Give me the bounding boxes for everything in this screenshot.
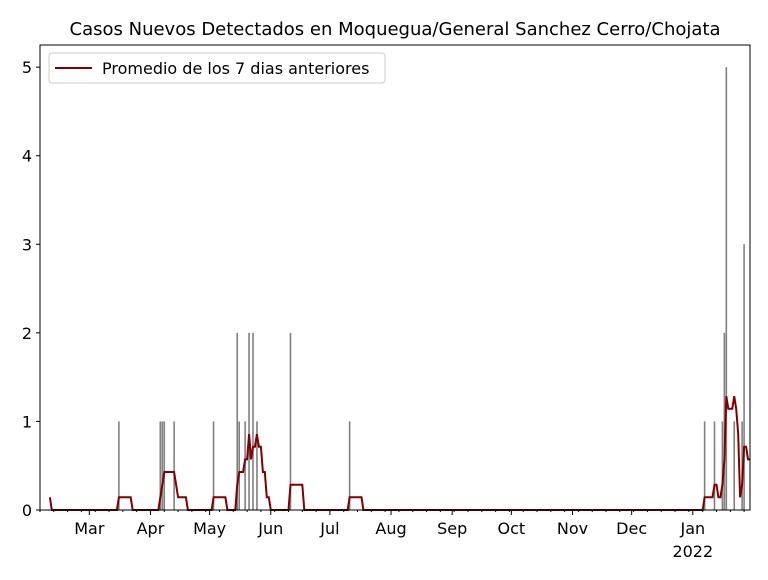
- y-tick-label: 1: [22, 412, 32, 431]
- x-tick-label-Apr: Apr: [137, 519, 165, 538]
- x-tick-label-Dec: Dec: [616, 519, 647, 538]
- y-axis: 0 1 2 3 4 5: [22, 58, 40, 520]
- plot-frame: [39, 44, 751, 511]
- chart-title: Casos Nuevos Detectados en Moquegua/Gene…: [70, 19, 721, 40]
- y-tick-label: 4: [22, 147, 32, 166]
- x-tick-label-Mar: Mar: [74, 519, 105, 538]
- y-tick-label: 5: [22, 58, 32, 77]
- x-tick-year-label: 2022: [672, 542, 713, 561]
- x-axis: Mar Apr May Jun Jul Aug Sep Oct Nov Dec Jan 2022: [39, 510, 745, 561]
- y-tick-label: 3: [22, 235, 32, 254]
- legend-label: Promedio de los 7 dias anteriores: [102, 59, 369, 78]
- x-tick-label-Oct: Oct: [498, 519, 526, 538]
- y-tick-label: 2: [22, 324, 32, 343]
- y-tick-label: 0: [22, 501, 32, 520]
- legend: Promedio de los 7 dias anteriores: [48, 52, 386, 84]
- x-tick-label-Jul: Jul: [319, 519, 339, 538]
- bars: [118, 67, 745, 510]
- x-tick-label-Nov: Nov: [557, 519, 588, 538]
- x-tick-label-Jan: Jan: [679, 519, 705, 538]
- x-tick-label-May: May: [193, 519, 226, 538]
- x-tick-label-Jun: Jun: [257, 519, 283, 538]
- x-tick-label-Aug: Aug: [375, 519, 406, 538]
- avg-line: [48, 395, 750, 511]
- x-tick-label-Sep: Sep: [437, 519, 467, 538]
